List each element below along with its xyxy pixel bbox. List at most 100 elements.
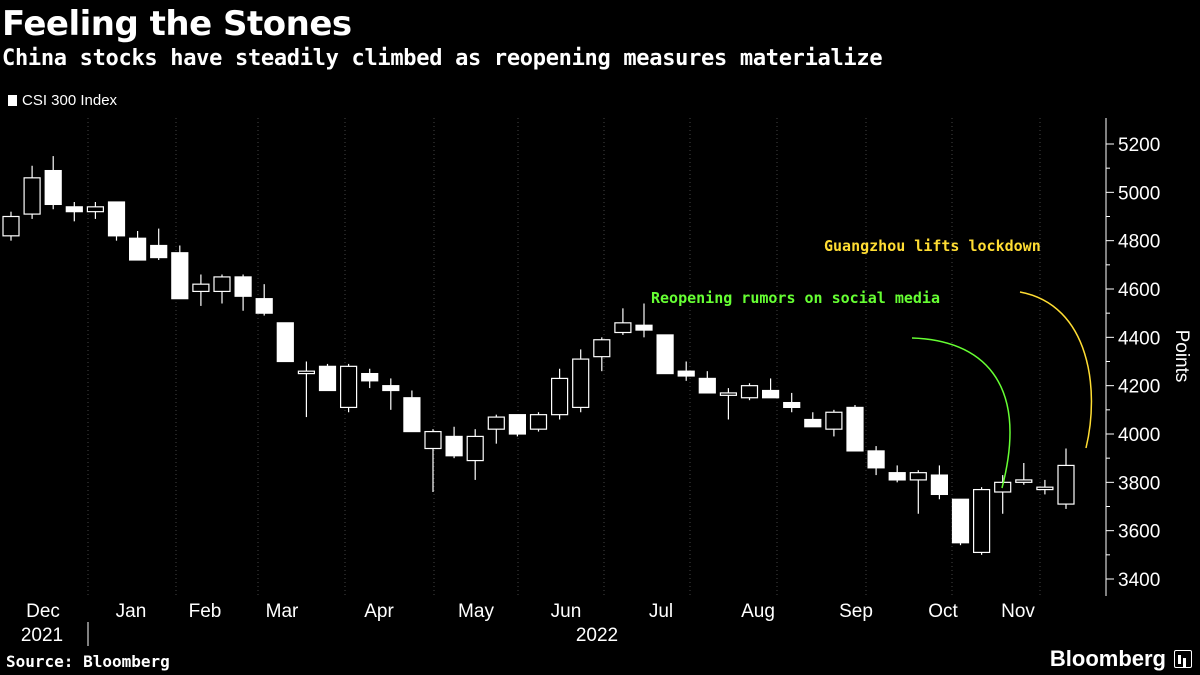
candle-body-up: [1036, 486, 1054, 491]
candle-body-up: [614, 322, 632, 334]
annotation-curve-yellow: [1019, 291, 1093, 449]
candle-body-down: [867, 450, 885, 469]
candle: [1015, 463, 1033, 485]
candle: [361, 368, 379, 389]
x-month-label: Jul: [649, 601, 673, 622]
candle: [129, 231, 147, 261]
y-axis-label: Points: [1171, 330, 1192, 383]
y-tick-label: 4400: [1118, 328, 1160, 349]
annotation-reopening-rumors: Reopening rumors on social media: [651, 289, 940, 307]
candle-body-up: [213, 276, 231, 293]
y-tick-label: 3600: [1118, 522, 1160, 543]
x-month-label: Oct: [928, 601, 958, 622]
candle-body-down: [382, 385, 400, 392]
candle: [994, 475, 1012, 514]
x-year-label: 2021: [21, 625, 63, 646]
candle-body-down: [951, 498, 970, 544]
candle: [867, 446, 885, 476]
chart-title: Feeling the Stones: [2, 4, 352, 44]
candle-body-down: [65, 206, 83, 213]
candle: [445, 426, 463, 459]
candle-body-up: [972, 488, 991, 554]
candle-body-down: [656, 334, 674, 375]
candles: [2, 156, 1075, 555]
candle: [382, 378, 400, 410]
candle: [656, 334, 674, 375]
candle-body-up: [2, 215, 20, 237]
x-month-label: Dec: [26, 601, 60, 622]
candle: [677, 361, 695, 381]
candle-body-down: [846, 406, 864, 452]
candle-body-up: [825, 411, 843, 430]
candle: [698, 371, 716, 394]
candle: [23, 165, 41, 219]
candle: [508, 414, 526, 437]
legend-label: CSI 300 Index: [22, 92, 118, 109]
candle-body-down: [361, 372, 379, 382]
candle-body-down: [150, 244, 168, 259]
x-axis: Dec Jan Feb Mar Apr May Jun Jul Aug Sep Oct Nov 2021…: [21, 601, 1035, 646]
candle-body-up: [550, 377, 569, 416]
candle: [614, 308, 632, 335]
candle: [804, 412, 822, 428]
candle: [44, 156, 62, 210]
candle-body-up: [740, 385, 759, 399]
candle: [276, 322, 294, 363]
y-tick-label: 3400: [1118, 570, 1160, 591]
candle-body-up: [719, 392, 738, 396]
candle: [403, 390, 421, 433]
annotation-curve-green: [911, 337, 1011, 489]
candle: [424, 429, 442, 492]
x-month-label: Nov: [1001, 601, 1035, 622]
x-month-label: Jun: [551, 601, 582, 622]
candle-body-up: [487, 416, 505, 430]
y-tick-label: 3800: [1118, 473, 1160, 494]
chart-subtitle: China stocks have steadily climbed as re…: [2, 46, 883, 71]
candle-body-down: [698, 377, 716, 394]
candle: [192, 274, 210, 306]
candle: [2, 211, 20, 241]
candle: [846, 405, 864, 452]
x-month-label: May: [458, 601, 494, 622]
x-month-label: Apr: [364, 601, 394, 622]
candle-body-down: [930, 474, 949, 496]
candle-body-down: [508, 414, 526, 435]
candle-body-down: [677, 370, 695, 377]
candle: [951, 498, 970, 546]
candle: [593, 337, 611, 372]
x-month-label: Feb: [189, 601, 222, 622]
y-tick-label: 5200: [1118, 135, 1160, 156]
candle-body-down: [403, 397, 421, 433]
candle-body-down: [445, 435, 463, 457]
candle: [783, 392, 801, 413]
candle-body-up: [86, 206, 105, 213]
candle-body-down: [783, 401, 801, 409]
legend: CSI 300 Index: [8, 92, 117, 109]
candle-body-up: [593, 339, 611, 358]
candle: [171, 245, 189, 300]
y-tick-label: 4800: [1118, 232, 1160, 253]
candle-body-down: [761, 389, 780, 399]
candle-body-down: [171, 252, 189, 300]
candle-body-down: [635, 324, 653, 331]
y-axis: 3400 3600 3800 4000 4200 4400 4600 4800 5000 5200: [1105, 118, 1160, 596]
y-tick-label: 4200: [1118, 377, 1160, 398]
candle-body-down: [276, 322, 294, 363]
x-year-label: 2022: [576, 625, 618, 646]
candle-body-up: [1057, 464, 1075, 505]
candle-body-down: [129, 237, 147, 261]
brand-logo-text: Bloomberg: [1049, 646, 1166, 671]
candle: [65, 202, 83, 222]
candle: [930, 465, 949, 500]
candle-body-up: [424, 430, 442, 450]
candle: [550, 368, 569, 420]
candle: [572, 349, 590, 413]
candle: [234, 274, 252, 311]
candle: [740, 383, 759, 401]
candle: [825, 409, 843, 437]
candle: [466, 429, 484, 480]
candle-body-up: [466, 435, 484, 462]
source-note: Source: Bloomberg: [6, 652, 170, 671]
candle: [888, 465, 906, 483]
candle-body-down: [318, 365, 337, 392]
